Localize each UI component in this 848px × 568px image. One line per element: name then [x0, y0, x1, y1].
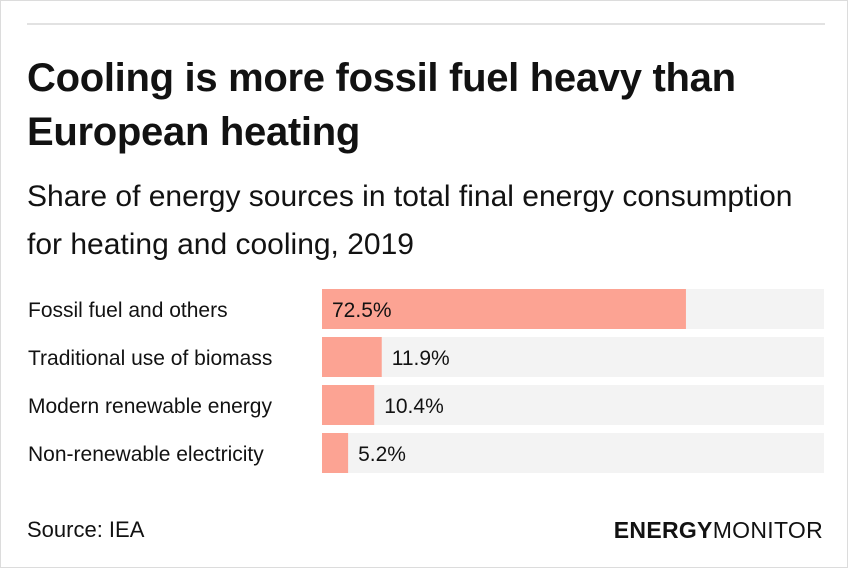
bar — [322, 337, 382, 377]
bar-row: Modern renewable energy 10.4% — [28, 385, 824, 425]
chart-title: Cooling is more fossil fuel heavy than E… — [27, 56, 736, 154]
bar — [322, 433, 349, 473]
bar — [322, 385, 375, 425]
top-divider — [27, 23, 825, 25]
bar-row: Fossil fuel and others 72.5% — [28, 289, 824, 329]
value-label: 10.4% — [384, 395, 444, 418]
bar — [322, 289, 686, 329]
bar-track — [322, 433, 824, 473]
chart-subtitle: Share of energy sources in total final e… — [27, 180, 793, 261]
value-label: 72.5% — [332, 299, 392, 322]
bar-track — [322, 385, 824, 425]
value-label: 5.2% — [358, 443, 406, 466]
brand-logo-part1: ENERGY — [613, 517, 713, 543]
value-label: 11.9% — [392, 347, 450, 370]
brand-logo-part2: MONITOR — [712, 517, 823, 543]
bar-track — [322, 337, 824, 377]
category-label: Non-renewable electricity — [28, 443, 264, 466]
bar-row: Traditional use of biomass 11.9% — [28, 337, 824, 377]
category-label: Modern renewable energy — [28, 395, 272, 418]
bar-chart: Fossil fuel and others 72.5% Traditional u… — [28, 289, 824, 473]
source-note: Source: IEA — [27, 517, 145, 542]
bar-row: Non-renewable electricity 5.2% — [28, 433, 824, 473]
category-label: Fossil fuel and others — [28, 299, 228, 322]
brand-logo: ENERGYMONITOR — [614, 515, 823, 545]
category-label: Traditional use of biomass — [28, 347, 272, 370]
